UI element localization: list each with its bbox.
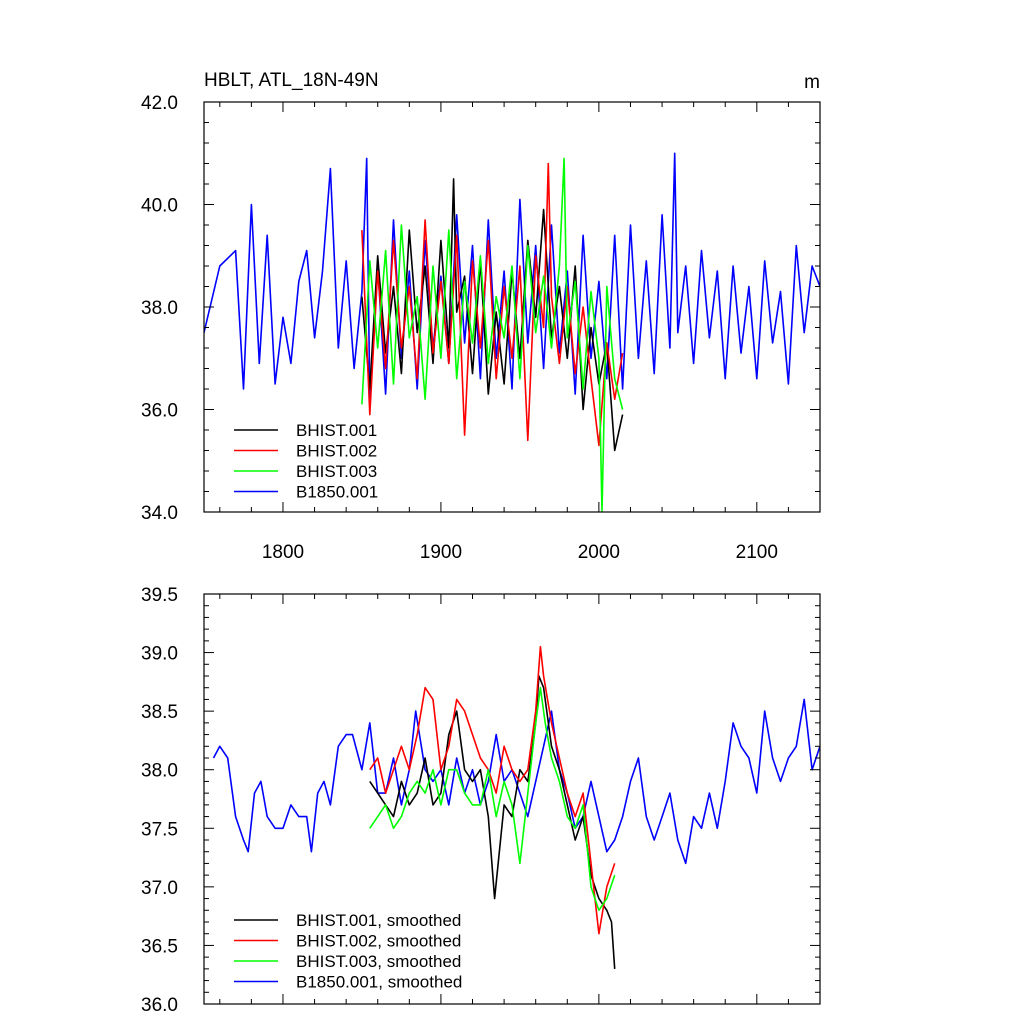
legend-label: BHIST.003, smoothed xyxy=(296,952,461,971)
legend-label: BHIST.001 xyxy=(296,421,377,440)
y-tick-label: 37.5 xyxy=(141,819,178,840)
series-line-bhist-003 xyxy=(361,157,624,512)
y-tick-label: 36.5 xyxy=(141,936,178,957)
y-tick-label: 42.0 xyxy=(141,93,178,114)
y-tick-label: 38.0 xyxy=(141,761,178,782)
series-line-bhist-003-smoothed xyxy=(369,686,616,912)
x-tick-label: 1900 xyxy=(420,542,462,563)
x-tick-label: 2000 xyxy=(578,542,620,563)
y-tick-label: 34.0 xyxy=(141,503,178,524)
plot-frame xyxy=(203,593,821,1005)
series-group xyxy=(204,152,820,512)
panel-top: 34.0 36.0 38.0 40.0 42.0 1800 1900 2000 2100 BHIS… xyxy=(141,93,821,563)
legend-label: BHIST.003 xyxy=(296,462,377,481)
x-tick-label: 2100 xyxy=(736,542,778,563)
series-line-bhist-001-smoothed xyxy=(369,675,616,969)
y-tick-label: 36.0 xyxy=(141,995,178,1016)
series-line-b1850-001 xyxy=(204,152,820,401)
chart-title: HBLT, ATL_18N-49N xyxy=(204,70,379,91)
legend-label: B1850.001, smoothed xyxy=(296,973,462,992)
series-line-b1850-001-smoothed xyxy=(212,698,820,865)
x-tick-label: 1800 xyxy=(262,542,304,563)
y-tick-label: 38.5 xyxy=(141,702,178,723)
y-tick-label: 40.0 xyxy=(141,196,178,217)
legend-label: B1850.001 xyxy=(296,483,378,502)
legend-label: BHIST.002, smoothed xyxy=(296,932,461,951)
y-tick-label: 37.0 xyxy=(141,878,178,899)
y-tick-label: 38.0 xyxy=(141,298,178,319)
y-tick-label: 36.0 xyxy=(141,401,178,422)
legend-label: BHIST.002 xyxy=(296,442,377,461)
legend-label: BHIST.001, smoothed xyxy=(296,911,461,930)
series-group xyxy=(212,645,820,969)
panel-bottom: 36.0 36.5 37.0 37.5 38.0 38.5 39.0 39.5 BHIST.00… xyxy=(141,585,821,1016)
y-tick-label: 39.5 xyxy=(141,585,178,606)
units-label: m xyxy=(804,72,820,93)
y-tick-label: 39.0 xyxy=(141,644,178,665)
series-line-bhist-002-smoothed xyxy=(369,645,616,935)
